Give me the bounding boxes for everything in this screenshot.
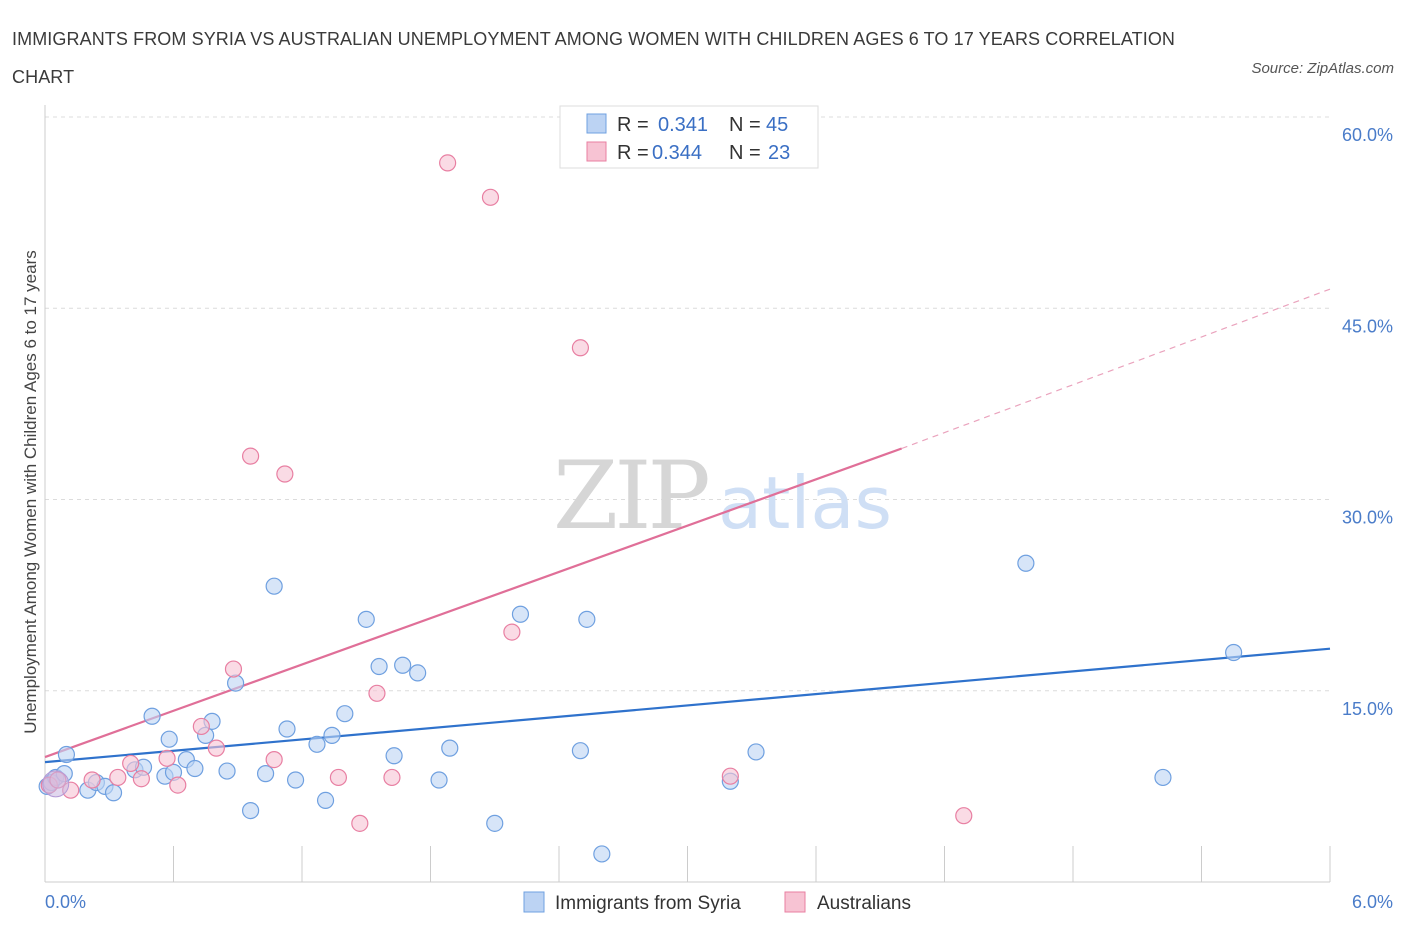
point-0-38 bbox=[511, 605, 530, 623]
legend-r-label-2: R = bbox=[617, 142, 649, 164]
point-1-20 bbox=[481, 188, 500, 206]
point-1-3 bbox=[83, 771, 101, 789]
point-0-28 bbox=[323, 726, 341, 744]
x-tick-label-1: 6.0% bbox=[1352, 892, 1393, 912]
point-0-11 bbox=[143, 707, 161, 725]
point-1-15 bbox=[329, 768, 348, 787]
legend-n-label-2: N = bbox=[729, 142, 761, 164]
point-1-6 bbox=[132, 770, 150, 788]
point-0-31 bbox=[370, 657, 388, 676]
point-0-32 bbox=[385, 747, 403, 765]
point-0-41 bbox=[593, 845, 611, 863]
point-1-24 bbox=[955, 807, 973, 825]
series-legend-swatch-australians bbox=[784, 891, 806, 913]
point-0-45 bbox=[1154, 768, 1172, 787]
point-0-26 bbox=[308, 735, 326, 753]
data-points bbox=[38, 154, 1243, 863]
point-1-9 bbox=[192, 717, 210, 736]
point-0-30 bbox=[357, 610, 375, 628]
correlation-legend: R = 0.341 N = 45 R = 0.344 N = 23 bbox=[559, 105, 819, 169]
legend-swatch-syria bbox=[586, 113, 607, 134]
point-0-36 bbox=[441, 739, 459, 757]
series-legend-swatch-syria bbox=[523, 891, 545, 913]
point-1-12 bbox=[242, 447, 260, 465]
legend-r-value-2: 0.344 bbox=[652, 142, 702, 164]
point-0-43 bbox=[747, 743, 765, 761]
point-1-14 bbox=[276, 465, 294, 483]
tick-labels: 15.0% 30.0% 45.0% 60.0% 0.0% 6.0% bbox=[45, 125, 1393, 912]
point-1-23 bbox=[721, 767, 739, 785]
point-0-13 bbox=[160, 730, 178, 748]
point-1-8 bbox=[169, 776, 187, 794]
point-0-20 bbox=[227, 674, 245, 692]
point-0-23 bbox=[265, 577, 283, 595]
point-1-5 bbox=[122, 754, 140, 773]
axes bbox=[44, 105, 1331, 883]
legend-r-value-1: 0.341 bbox=[658, 114, 708, 136]
point-1-16 bbox=[351, 814, 369, 832]
legend-n-label-1: N = bbox=[729, 114, 761, 136]
watermark-zip: ZIP bbox=[553, 442, 707, 551]
point-0-16 bbox=[186, 759, 204, 778]
trend-lines bbox=[44, 288, 1331, 764]
trend-line-1 bbox=[44, 447, 903, 759]
point-0-25 bbox=[286, 771, 305, 789]
point-0-34 bbox=[409, 664, 427, 682]
point-0-44 bbox=[1017, 554, 1035, 572]
y-tick-label-1: 30.0% bbox=[1342, 508, 1393, 528]
point-0-29 bbox=[336, 705, 354, 723]
series-legend-label-australians: Australians bbox=[817, 893, 911, 914]
point-cluster-origin bbox=[42, 770, 70, 798]
legend-swatch-australians bbox=[586, 141, 607, 162]
x-tick-label-0: 0.0% bbox=[45, 892, 86, 912]
point-0-37 bbox=[486, 814, 504, 832]
point-1-4 bbox=[109, 768, 127, 787]
y-tick-label-2: 45.0% bbox=[1342, 316, 1393, 336]
point-0-33 bbox=[394, 656, 412, 674]
point-0-8 bbox=[104, 784, 123, 802]
series-legend-label-syria: Immigrants from Syria bbox=[555, 893, 741, 914]
point-0-22 bbox=[256, 765, 275, 783]
y-tick-label-0: 15.0% bbox=[1342, 699, 1393, 719]
point-1-11 bbox=[224, 660, 243, 678]
trend-line-0 bbox=[44, 647, 1331, 764]
legend-n-value-2: 23 bbox=[768, 142, 790, 164]
point-1-19 bbox=[439, 154, 457, 172]
point-1-13 bbox=[265, 750, 283, 769]
point-0-40 bbox=[578, 610, 596, 628]
point-0-46 bbox=[1225, 643, 1243, 662]
point-1-7 bbox=[158, 749, 176, 767]
gridlines bbox=[45, 116, 1330, 692]
series-legend: Immigrants from Syria Australians bbox=[523, 891, 911, 914]
point-0-19 bbox=[218, 762, 236, 780]
point-1-21 bbox=[503, 623, 521, 641]
y-axis-label: Unemployment Among Women with Children A… bbox=[21, 250, 40, 734]
chart-source: Source: ZipAtlas.com bbox=[1251, 60, 1394, 77]
point-0-21 bbox=[242, 801, 260, 820]
watermark-atlas: atlas bbox=[718, 461, 892, 545]
trend-line-extension-1 bbox=[901, 288, 1331, 450]
point-1-10 bbox=[207, 739, 225, 757]
legend-n-value-1: 45 bbox=[766, 114, 788, 136]
chart-title: IMMIGRANTS FROM SYRIA VS AUSTRALIAN UNEM… bbox=[12, 29, 1176, 87]
y-tick-label-3: 60.0% bbox=[1342, 125, 1393, 145]
point-1-18 bbox=[383, 768, 401, 787]
point-0-4 bbox=[57, 745, 76, 764]
point-0-35 bbox=[430, 771, 448, 789]
point-0-39 bbox=[571, 742, 590, 760]
point-1-17 bbox=[368, 684, 386, 702]
point-0-24 bbox=[278, 720, 296, 738]
legend-r-label-1: R = bbox=[617, 114, 649, 136]
point-0-27 bbox=[316, 791, 335, 810]
point-1-22 bbox=[571, 339, 590, 357]
